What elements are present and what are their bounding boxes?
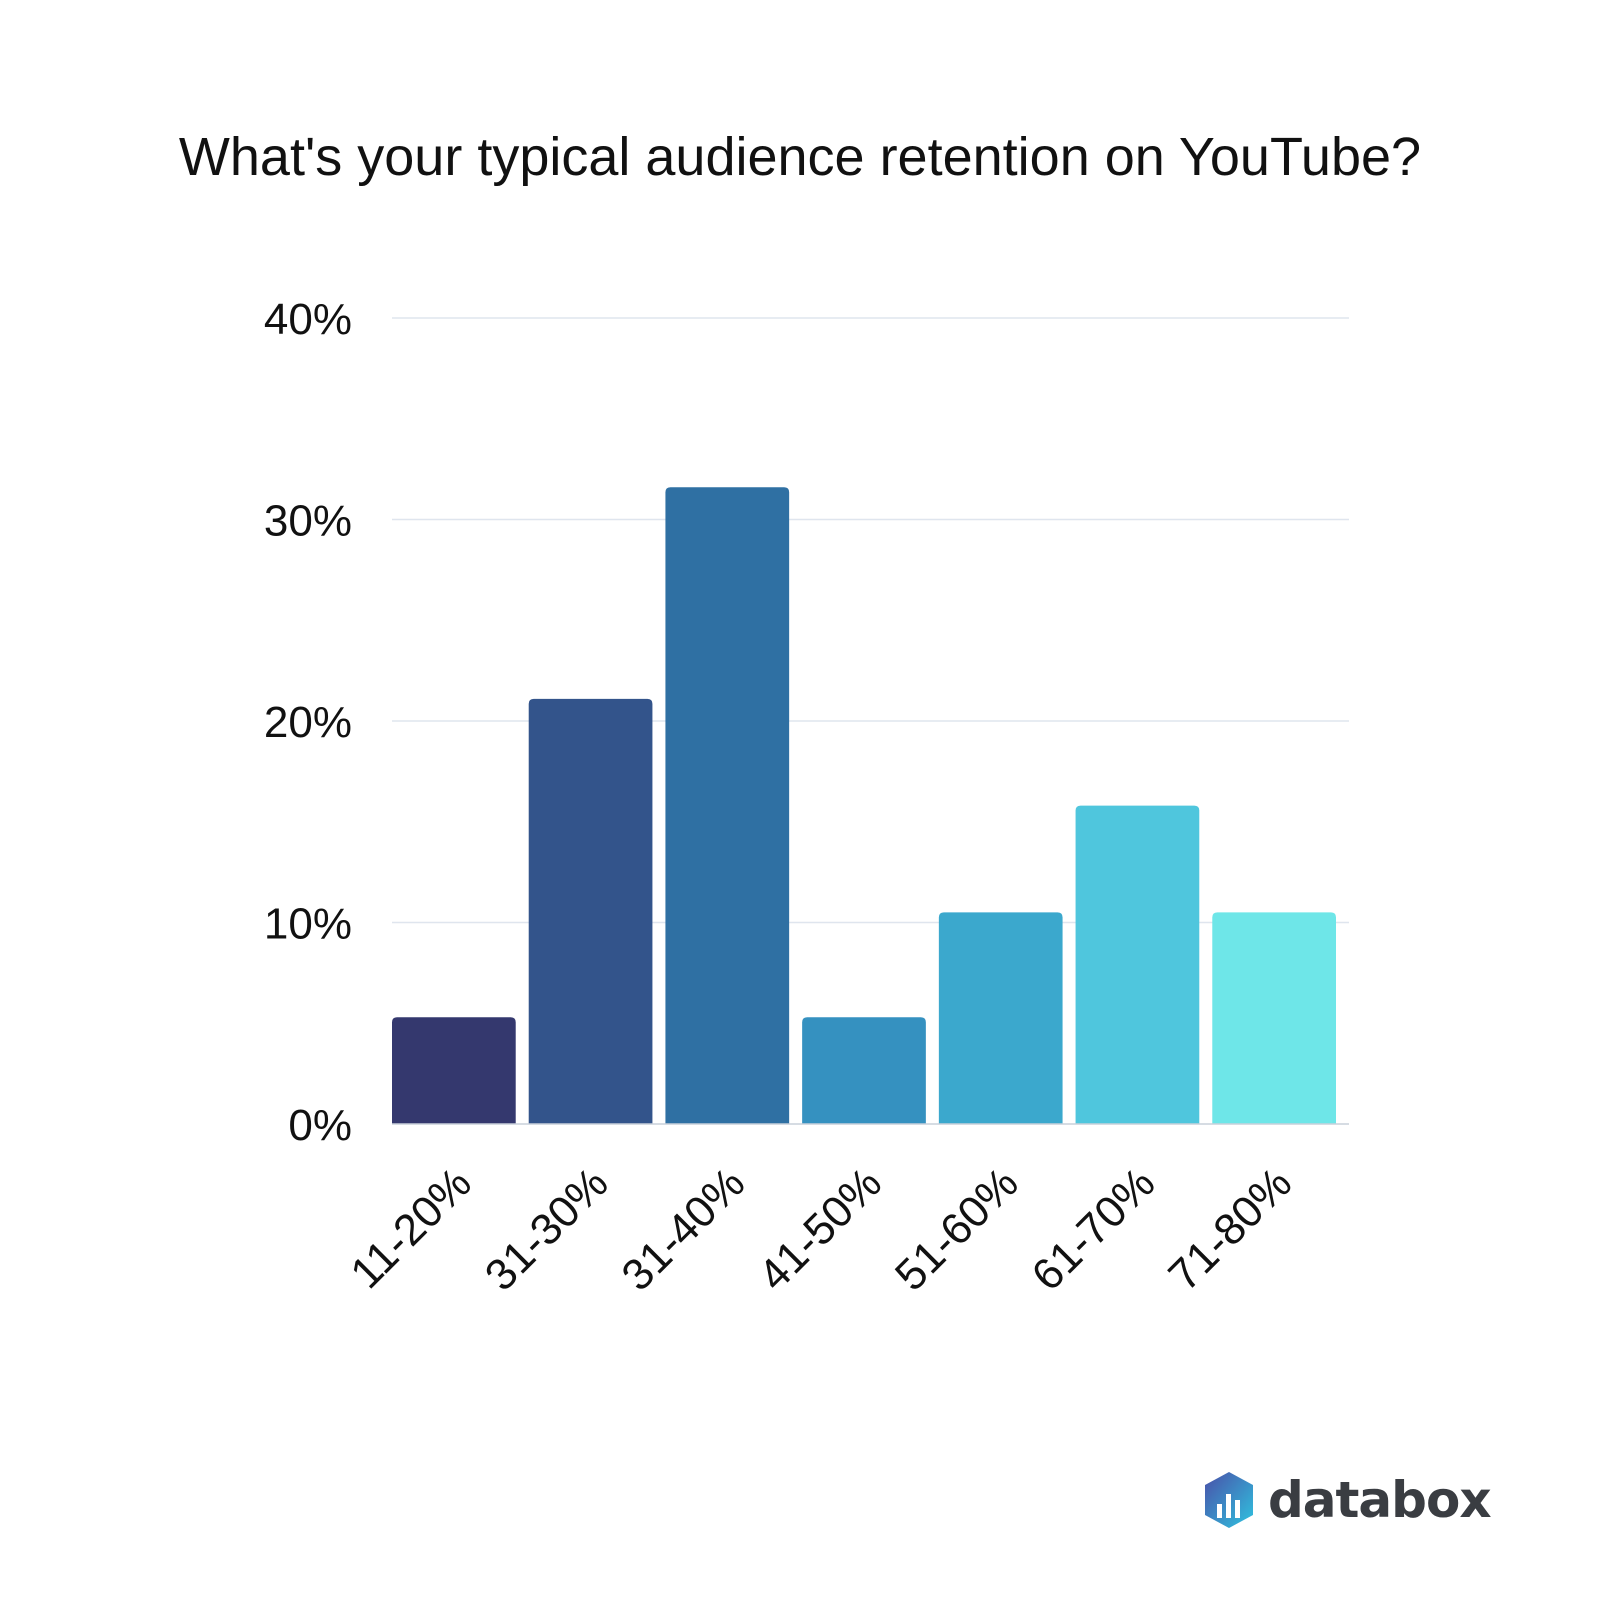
bar-11-20%	[392, 1017, 516, 1124]
chart-title: What's your typical audience retention o…	[178, 127, 1422, 187]
x-tick-label: 31-40%	[612, 1158, 754, 1300]
bar-51-60%	[938, 912, 1063, 1124]
bar-chart: 0% 10% 20% 30% 40% 11-20%31-30%31-40%41-50%51…	[264, 295, 1349, 1300]
databox-logo-text: databox	[1268, 1471, 1492, 1529]
x-tick-label: 71-80%	[1159, 1158, 1301, 1300]
bar-31-40%	[665, 487, 790, 1124]
databox-logo: databox	[1202, 1470, 1492, 1530]
x-tick-label: 31-30%	[476, 1158, 618, 1300]
bar-31-30%	[528, 698, 653, 1124]
bar-41-50%	[802, 1017, 926, 1124]
databox-logo-icon	[1205, 1472, 1253, 1528]
x-tick-label: 11-20%	[341, 1158, 481, 1298]
bar-71-80%	[1212, 912, 1336, 1124]
y-tick-label: 40%	[264, 295, 352, 344]
y-tick-label: 10%	[264, 900, 352, 949]
y-tick-label: 20%	[264, 698, 352, 747]
y-tick-label: 30%	[264, 497, 352, 546]
x-tick-label: 51-60%	[886, 1158, 1028, 1300]
x-tick-label: 61-70%	[1023, 1158, 1165, 1300]
y-tick-label: 0%	[288, 1101, 352, 1150]
x-tick-label: 41-50%	[749, 1158, 891, 1300]
bar-61-70%	[1075, 805, 1200, 1124]
